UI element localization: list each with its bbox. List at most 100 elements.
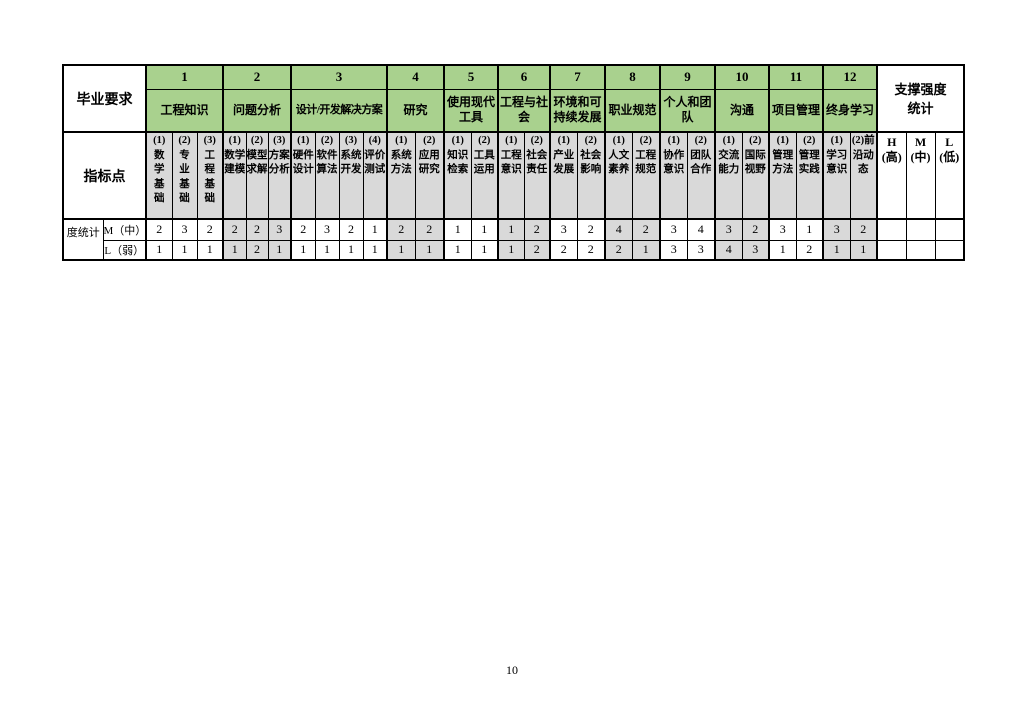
- indicator-cell: (2) 社会 责任: [523, 131, 551, 220]
- indicator-cell: (1) 系统 方法: [386, 131, 416, 220]
- group-number: 12: [822, 64, 878, 90]
- group-name: 个人和团 队: [659, 88, 716, 133]
- l-value-cell: 1: [849, 239, 878, 261]
- l-value-cell: 2: [549, 239, 578, 261]
- indicator-cell: (2) 模型 求解: [245, 131, 269, 220]
- m-value-cell: 2: [290, 218, 316, 241]
- support-stats-title: 支撑强度 统计: [876, 64, 965, 133]
- m-value-cell: 3: [659, 218, 688, 241]
- stat-row-label: 度统计: [62, 218, 104, 261]
- indicator-cell: (1) 产业 发展: [549, 131, 578, 220]
- l-value-cell: 1: [768, 239, 797, 261]
- indicator-cell: (1) 工程 意识: [497, 131, 525, 220]
- l-value-cell: 2: [523, 239, 551, 261]
- m-value-cell: 2: [414, 218, 445, 241]
- group-name: 使用现代 工具: [443, 88, 499, 133]
- indicator-cell: (2) 工具 运用: [470, 131, 499, 220]
- l-value-cell: 2: [795, 239, 824, 261]
- m-value-cell: 3: [714, 218, 743, 241]
- page-number: 10: [506, 663, 518, 677]
- indicator-cell: (1) 硬件 设计: [290, 131, 316, 220]
- l-value-cell: 1: [314, 239, 340, 261]
- indicator-cell: (1) 数学 建模: [222, 131, 247, 220]
- m-value-cell: 2: [576, 218, 606, 241]
- l-value-cell: 1: [470, 239, 499, 261]
- indicator-cell: (2) 管理 实践: [795, 131, 824, 220]
- group-number: 7: [549, 64, 606, 90]
- indicator-cell: (2) 应用 研究: [414, 131, 445, 220]
- m-value-cell: 1: [362, 218, 388, 241]
- m-value-cell: 2: [523, 218, 551, 241]
- m-value-cell: 1: [470, 218, 499, 241]
- l-value-cell: 1: [443, 239, 472, 261]
- support-empty-cell: [934, 218, 965, 241]
- indicator-cell: (1) 交流 能力: [714, 131, 743, 220]
- l-value-cell: 3: [741, 239, 770, 261]
- m-value-cell: 1: [795, 218, 824, 241]
- group-name: 项目管理: [768, 88, 824, 133]
- indicator-cell: (1) 管理 方法: [768, 131, 797, 220]
- m-value-cell: 2: [338, 218, 364, 241]
- group-number: 3: [290, 64, 388, 90]
- m-value-cell: 2: [145, 218, 173, 241]
- m-value-cell: 3: [171, 218, 198, 241]
- indicator-cell: (4) 评价 测试: [362, 131, 388, 220]
- m-value-cell: 2: [245, 218, 269, 241]
- m-row-label: M（中）: [102, 218, 147, 241]
- group-number: 4: [386, 64, 445, 90]
- l-value-cell: 1: [631, 239, 661, 261]
- l-value-cell: 4: [714, 239, 743, 261]
- indicator-cell: (1) 学习 意识: [822, 131, 851, 220]
- l-value-cell: 1: [497, 239, 525, 261]
- m-value-cell: 3: [314, 218, 340, 241]
- indicator-cell: (1) 数 学 基 础: [145, 131, 173, 220]
- m-value-cell: 2: [386, 218, 416, 241]
- group-name: 工程与社 会: [497, 88, 551, 133]
- corner-cell-graduation-requirements: 毕业要求: [62, 64, 147, 133]
- l-value-cell: 1: [267, 239, 292, 261]
- l-value-cell: 2: [576, 239, 606, 261]
- m-value-cell: 2: [849, 218, 878, 241]
- indicator-cell: (3) 工 程 基 础: [196, 131, 224, 220]
- group-number: 8: [604, 64, 661, 90]
- l-value-cell: 1: [196, 239, 224, 261]
- l-value-cell: 2: [245, 239, 269, 261]
- support-matrix-table: 毕业要求 1 2 3 4 5 6 7 8 9 10 11 12 支撑强度 统计 工程知识 问题分析 设计/开发解…: [62, 64, 965, 261]
- m-value-cell: 3: [549, 218, 578, 241]
- indicator-cell: (2) 社会 影响: [576, 131, 606, 220]
- support-empty-cell: [934, 239, 965, 261]
- group-name: 设计/开发解决方案: [290, 88, 388, 133]
- group-number: 9: [659, 64, 716, 90]
- m-value-cell: 4: [604, 218, 633, 241]
- indicator-cell: (2) 团队 合作: [686, 131, 716, 220]
- indicator-cell: (1) 协作 意识: [659, 131, 688, 220]
- m-value-cell: 4: [686, 218, 716, 241]
- group-number: 2: [222, 64, 292, 90]
- support-level-header: L (低): [934, 131, 965, 220]
- indicator-cell: (2) 专 业 基 础: [171, 131, 198, 220]
- l-value-cell: 1: [362, 239, 388, 261]
- l-value-cell: 1: [290, 239, 316, 261]
- l-value-cell: 3: [686, 239, 716, 261]
- group-name: 职业规范: [604, 88, 661, 133]
- m-value-cell: 1: [443, 218, 472, 241]
- indicator-cell: (1) 知识 检索: [443, 131, 472, 220]
- group-name: 工程知识: [145, 88, 224, 133]
- group-name: 研究: [386, 88, 445, 133]
- l-value-cell: 1: [822, 239, 851, 261]
- indicator-cell: (2) 软件 算法: [314, 131, 340, 220]
- group-name: 问题分析: [222, 88, 292, 133]
- l-value-cell: 1: [338, 239, 364, 261]
- m-value-cell: 3: [267, 218, 292, 241]
- group-number: 11: [768, 64, 824, 90]
- l-value-cell: 1: [145, 239, 173, 261]
- group-name: 终身学习: [822, 88, 878, 133]
- l-row-label: L（弱）: [102, 239, 147, 261]
- support-empty-cell: [905, 239, 936, 261]
- support-empty-cell: [876, 218, 907, 241]
- l-value-cell: 2: [604, 239, 633, 261]
- m-value-cell: 2: [196, 218, 224, 241]
- indicator-cell: (2) 工程 规范: [631, 131, 661, 220]
- group-name: 环境和可 持续发展: [549, 88, 606, 133]
